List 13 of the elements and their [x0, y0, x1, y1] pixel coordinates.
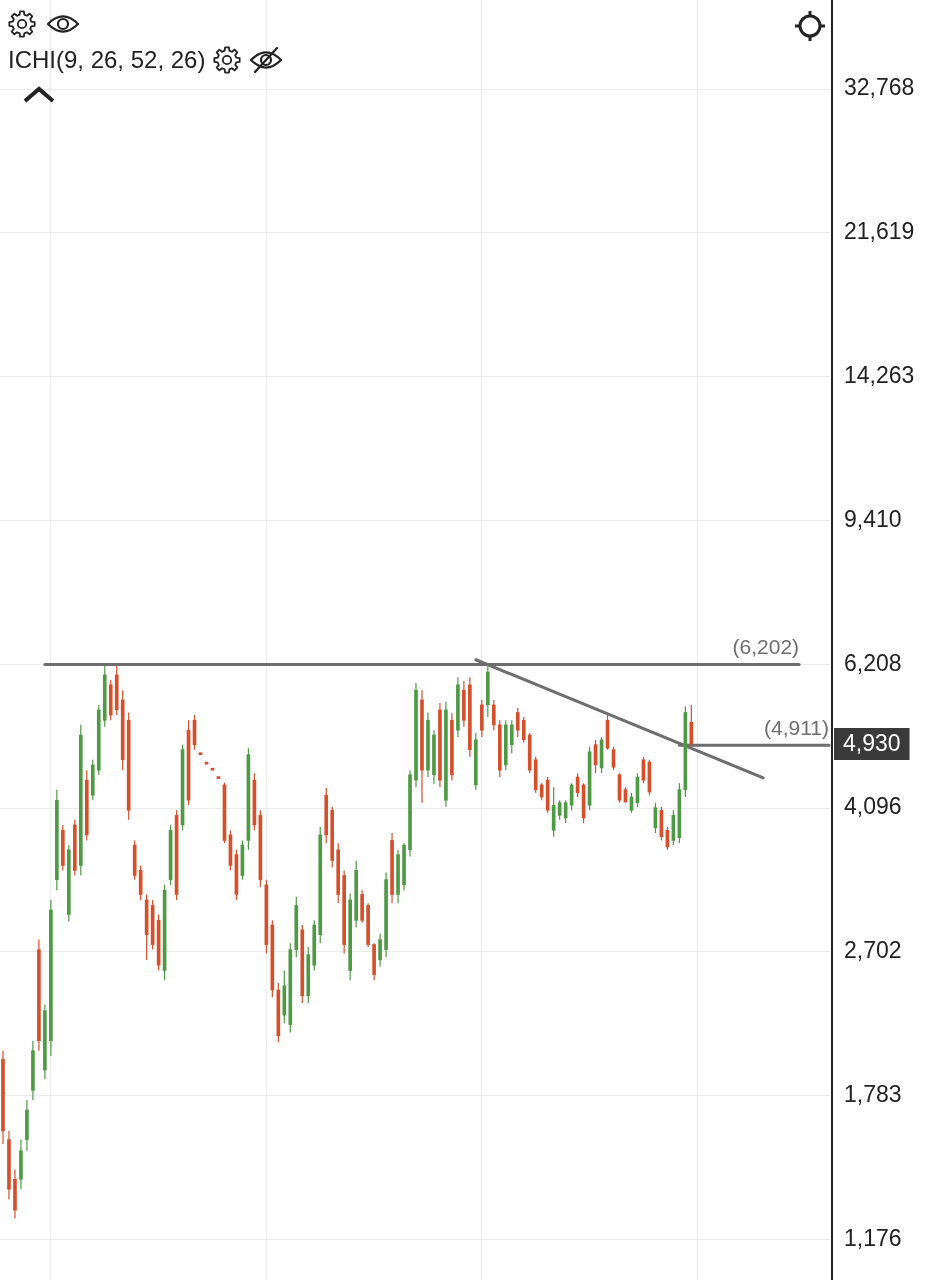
annotation: ICHI(9, 26, 52, 26) — [8, 45, 206, 75]
data-label: (4,911) — [764, 715, 830, 739]
text: 4,930 — [843, 730, 901, 757]
y-tick-label: 1,176 — [844, 1224, 902, 1251]
y-tick-label: 21,619 — [844, 218, 915, 245]
y-tick-label: 4,096 — [844, 793, 902, 820]
y-tick-label: 6,208 — [844, 649, 902, 676]
data-label: (6,202) — [732, 634, 800, 658]
y-tick-label: 14,263 — [844, 362, 915, 389]
y-tick-label: 1,783 — [844, 1080, 902, 1107]
y-tick-label: 9,410 — [844, 505, 902, 532]
y-tick-label: 2,702 — [844, 937, 902, 964]
y-tick-label: 32,768 — [844, 74, 915, 101]
